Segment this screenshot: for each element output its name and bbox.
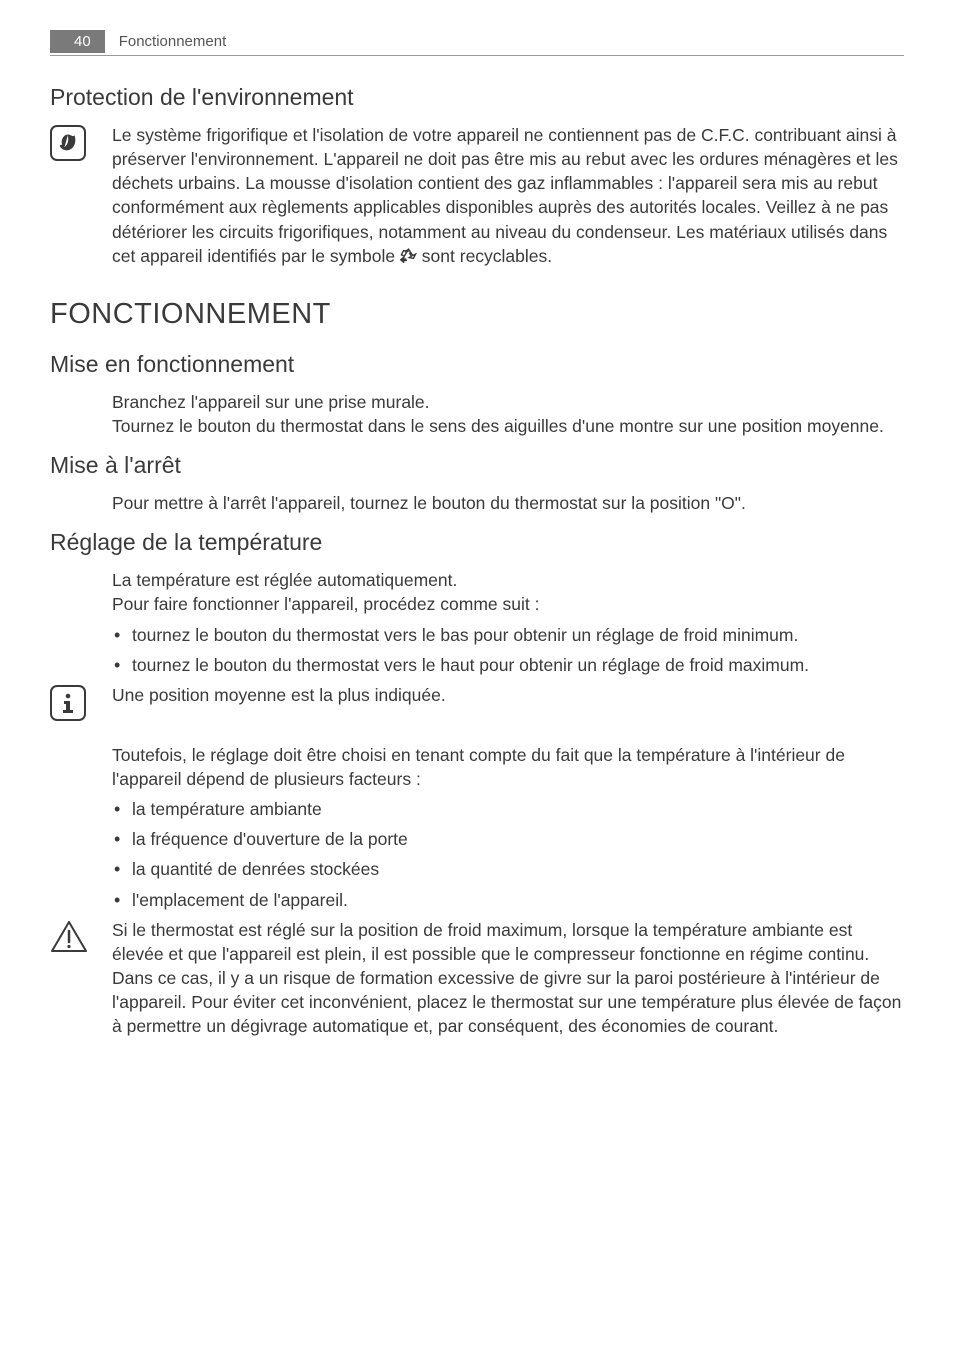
heading-stop: Mise à l'arrêt <box>50 452 904 479</box>
info-text: Une position moyenne est la plus indiqué… <box>112 683 904 709</box>
temp-warning: Si le thermostat est réglé sur la positi… <box>112 918 904 1039</box>
page-header: 40 Fonctionnement <box>50 30 904 56</box>
temp-info: Une position moyenne est la plus indiqué… <box>112 683 904 707</box>
list-item: tournez le bouton du thermostat vers le … <box>112 653 904 677</box>
env-body-pre: Le système frigorifique et l'isolation d… <box>112 125 898 266</box>
heading-temp: Réglage de la température <box>50 529 904 556</box>
temp-bullets-b: la température ambiante la fréquence d'ou… <box>112 797 904 912</box>
eco-icon <box>50 125 86 161</box>
header-section-title: Fonctionnement <box>119 33 227 50</box>
list-item: la fréquence d'ouverture de la porte <box>112 827 904 851</box>
warning-icon <box>50 920 88 954</box>
temp-factors: Toutefois, le réglage doit être choisi e… <box>112 743 904 912</box>
heading-start: Mise en fonctionnement <box>50 351 904 378</box>
heading-main: FONCTIONNEMENT <box>50 298 904 331</box>
warning-text: Si le thermostat est réglé sur la positi… <box>112 918 904 1041</box>
warning-block: Si le thermostat est réglé sur la positi… <box>50 918 904 1041</box>
page-number: 40 <box>50 30 105 53</box>
stop-p1: Pour mettre à l'arrêt l'appareil, tourne… <box>112 491 904 515</box>
env-block: Le système frigorifique et l'isolation d… <box>50 123 904 268</box>
start-text: Branchez l'appareil sur une prise murale… <box>112 390 904 438</box>
start-p2: Tournez le bouton du thermostat dans le … <box>112 414 904 438</box>
temp-bullets-a: tournez le bouton du thermostat vers le … <box>112 623 904 677</box>
leaf-icon <box>57 132 79 154</box>
icon-col <box>50 683 112 721</box>
env-body-post: sont recyclables. <box>417 246 552 266</box>
list-item: la quantité de denrées stockées <box>112 857 904 881</box>
icon-col <box>50 918 112 959</box>
info-glyph-icon <box>58 692 78 714</box>
list-item: tournez le bouton du thermostat vers le … <box>112 623 904 647</box>
page: 40 Fonctionnement Protection de l'enviro… <box>0 0 954 1094</box>
temp-p2: Pour faire fonctionner l'appareil, procé… <box>112 592 904 616</box>
list-item: la température ambiante <box>112 797 904 821</box>
recycle-icon <box>400 247 417 264</box>
temp-p3: Toutefois, le réglage doit être choisi e… <box>112 743 904 791</box>
list-item: l'emplacement de l'appareil. <box>112 888 904 912</box>
heading-environment: Protection de l'environnement <box>50 84 904 111</box>
info-block: Une position moyenne est la plus indiqué… <box>50 683 904 721</box>
env-text: Le système frigorifique et l'isolation d… <box>112 123 904 268</box>
icon-col <box>50 123 112 161</box>
start-p1: Branchez l'appareil sur une prise murale… <box>112 390 904 414</box>
info-icon <box>50 685 86 721</box>
stop-text: Pour mettre à l'arrêt l'appareil, tourne… <box>112 491 904 515</box>
temp-intro: La température est réglée automatiquemen… <box>112 568 904 677</box>
temp-p1: La température est réglée automatiquemen… <box>112 568 904 592</box>
